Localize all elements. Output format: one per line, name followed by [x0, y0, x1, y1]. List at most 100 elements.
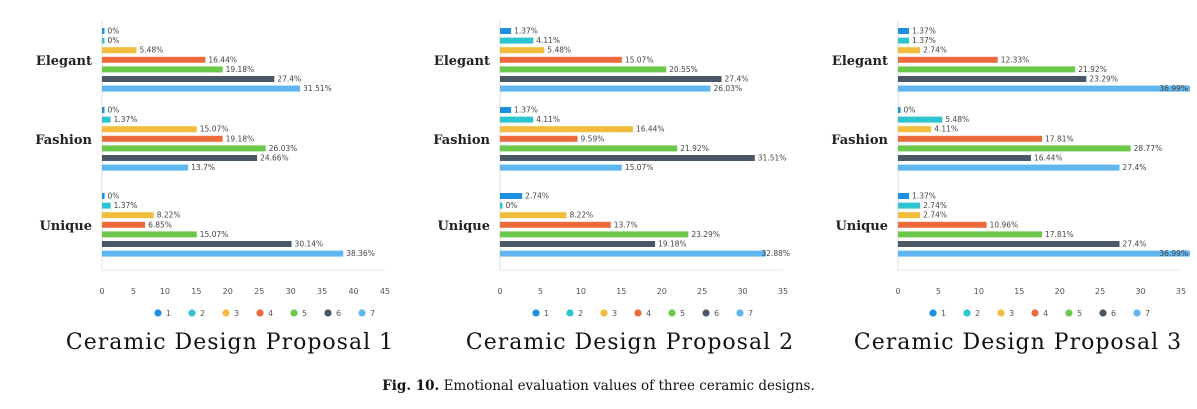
x-tick-label: 20 [1055, 287, 1065, 296]
legend-label: 7 [370, 309, 375, 318]
bar [898, 56, 998, 63]
bar-value-label: 8.22% [157, 211, 181, 220]
bar-value-label: 2.74% [923, 211, 947, 220]
bar-value-label: 19.18% [226, 65, 255, 74]
legend-label: 1 [544, 309, 549, 318]
category-label: Fashion [35, 133, 92, 148]
legend-marker [668, 309, 676, 317]
bar [102, 107, 105, 113]
bar-value-label: 8.22% [569, 211, 593, 220]
legend-label: 6 [336, 309, 341, 318]
bar [898, 47, 921, 54]
proposal-1-title: Ceramic Design Proposal 1 [65, 330, 395, 355]
bar [102, 76, 275, 82]
bar [102, 231, 197, 238]
x-tick-label: 20 [223, 287, 233, 296]
legend-label: 7 [748, 309, 753, 318]
category-label: Unique [835, 219, 888, 234]
bar [500, 135, 578, 142]
bar-value-label: 17.81% [1045, 134, 1074, 143]
x-tick-label: 25 [697, 287, 707, 296]
bar-value-label: 21.92% [680, 144, 709, 153]
bar [500, 85, 711, 92]
category-label: Elegant [434, 54, 490, 69]
legend-label: 6 [1111, 309, 1116, 318]
legend-label: 7 [1145, 309, 1150, 318]
bar-value-label: 1.37% [514, 27, 538, 36]
legend-marker [736, 309, 744, 317]
bar-value-label: 13.7% [191, 163, 215, 172]
bar [898, 116, 943, 123]
bar-value-label: 1.37% [514, 106, 538, 115]
x-tick-label: 5 [131, 287, 136, 296]
bar-value-label: 5.48% [945, 115, 969, 124]
bar [102, 85, 301, 92]
legend-label: 4 [268, 309, 273, 318]
bar-value-label: 9.59% [581, 134, 605, 143]
x-tick-label: 15 [616, 287, 626, 296]
bar-value-label: 1.37% [912, 192, 936, 201]
bar-value-label: 0% [108, 36, 120, 45]
legend-label: 3 [612, 309, 617, 318]
x-tick-label: 20 [657, 287, 667, 296]
x-tick-label: 25 [254, 287, 264, 296]
legend-label: 2 [975, 309, 980, 318]
x-tick-label: 30 [286, 287, 296, 296]
bar [102, 241, 292, 247]
bar-value-label: 23.29% [1089, 75, 1118, 84]
legend-label: 4 [646, 309, 651, 318]
legend-marker [1099, 309, 1107, 317]
bar [102, 193, 105, 199]
chart-2-svg: Elegant Fashion Unique 1.37% 1.37% 2.74% 4.11%… [433, 20, 790, 318]
bar [102, 221, 146, 228]
bar-value-label: 19.18% [226, 134, 255, 143]
bar-value-label: 15.07% [200, 230, 229, 239]
legend-label: 5 [1077, 309, 1082, 318]
bar [500, 76, 722, 82]
x-tick-label: 35 [1176, 287, 1186, 296]
bar-value-label: 32.88% [761, 249, 790, 258]
legend-marker [154, 309, 162, 317]
bar-value-label: 16.44% [1034, 154, 1063, 163]
bar-value-label: 27.4% [1123, 163, 1147, 172]
legend-marker [634, 309, 642, 317]
category-label: Elegant [36, 54, 92, 69]
bar [500, 66, 667, 73]
x-tick-label: 5 [538, 287, 543, 296]
legend-label: 2 [578, 309, 583, 318]
category-label: Elegant [832, 54, 888, 69]
bar-value-label: 23.29% [691, 230, 720, 239]
bar [500, 164, 622, 171]
legend-marker [1133, 309, 1141, 317]
bar-value-label: 27.4% [277, 75, 301, 84]
bar [500, 116, 534, 123]
legend-label: 6 [714, 309, 719, 318]
bar [898, 107, 901, 113]
bar [898, 145, 1131, 152]
bar-value-label: 10.96% [990, 220, 1019, 229]
bar [898, 28, 910, 34]
bar [898, 164, 1120, 171]
x-tick-label: 10 [160, 287, 170, 296]
legend-marker [188, 309, 196, 317]
legend-label: 2 [200, 309, 205, 318]
bar [500, 107, 512, 113]
bar [898, 250, 1190, 257]
bar [500, 193, 523, 199]
bar-value-label: 31.51% [758, 154, 787, 163]
legend-marker [929, 309, 937, 317]
legend-marker [324, 309, 332, 317]
bar-value-label: 30.14% [295, 240, 324, 249]
bar [102, 116, 111, 123]
legend-marker [1065, 309, 1073, 317]
bar-value-label: 2.74% [923, 201, 947, 210]
bar [898, 76, 1087, 82]
bar [102, 202, 111, 209]
caption-label: Fig. 10. [382, 378, 440, 394]
legend-marker [256, 309, 264, 317]
bar [500, 155, 755, 161]
bar-value-label: 6.85% [148, 220, 172, 229]
x-tick-label: 35 [778, 287, 788, 296]
bar [898, 126, 932, 133]
bar [500, 250, 766, 257]
